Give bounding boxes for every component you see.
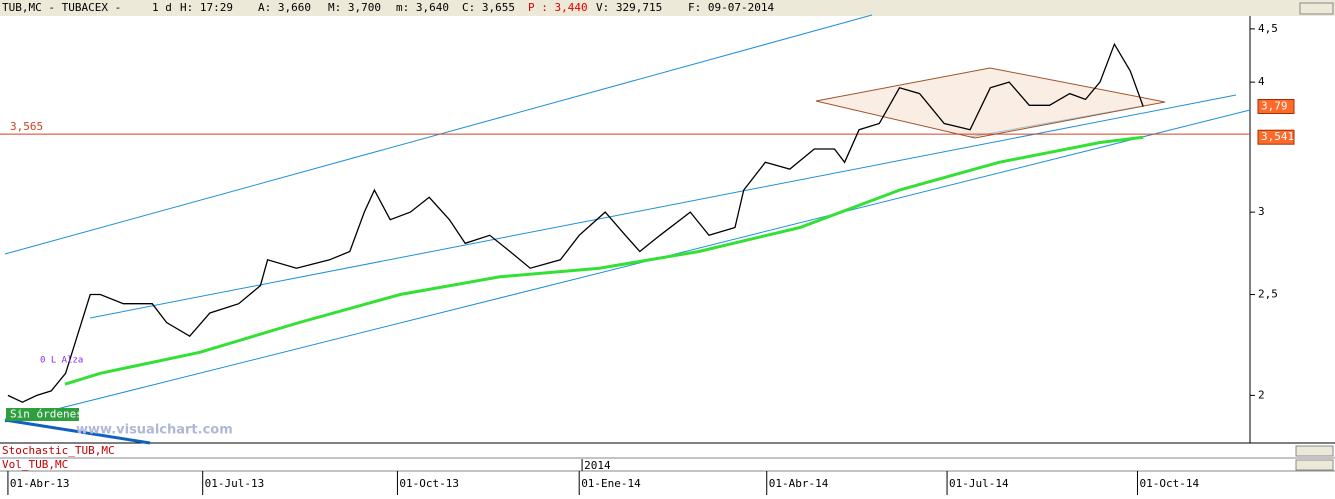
y-tick-label: 2,5 <box>1258 288 1278 301</box>
pane-title: Vol_TUB,MC <box>2 458 68 471</box>
header-time: H: 17:29 <box>180 1 233 14</box>
diamond-pattern <box>815 67 1166 139</box>
y-tick-label: 2 <box>1258 388 1265 401</box>
price-marker-label: 3,79 <box>1261 99 1288 112</box>
header-period: 1 d <box>152 1 172 14</box>
x-tick-label: 01-Abr-13 <box>10 477 70 490</box>
x-tick-label: 01-Oct-14 <box>1139 477 1199 490</box>
window-buttons[interactable] <box>1299 2 1334 15</box>
orders-box <box>6 408 79 421</box>
price-line <box>64 135 1144 386</box>
price-marker <box>1257 98 1295 114</box>
y-tick-label: 3 <box>1258 205 1265 218</box>
x-tick-label: 01-Jul-14 <box>949 477 1009 490</box>
header-symbol: TUB,MC - TUBACEX - <box>2 1 121 14</box>
x-tick-label: 01-Ene-14 <box>581 477 641 490</box>
header-high: M: 3,700 <box>328 1 381 14</box>
year-label: 2014 <box>584 459 611 472</box>
header-prev: P : 3,440 <box>528 1 588 14</box>
pane-title: Stochastic_TUB,MC <box>2 444 115 457</box>
x-tick-label: 01-Abr-14 <box>769 477 829 490</box>
down-line <box>4 418 151 445</box>
y-tick-label: 4,5 <box>1258 22 1278 35</box>
x-tick-label: 01-Oct-13 <box>399 477 459 490</box>
orders-label: Sin órdenes <box>10 408 83 421</box>
header-date: F: 09-07-2014 <box>688 1 774 14</box>
header-volume: V: 329,715 <box>596 1 662 14</box>
price-marker-label: 3,541 <box>1261 130 1294 143</box>
reference-label: 3,565 <box>10 120 43 133</box>
header-open: A: 3,660 <box>258 1 311 14</box>
price-line <box>7 42 1144 403</box>
pane-buttons[interactable] <box>1295 445 1334 457</box>
header-close: C: 3,655 <box>462 1 515 14</box>
price-marker <box>1257 129 1295 145</box>
header-bar <box>0 0 1335 16</box>
watermark: www.visualchart.com <box>76 423 233 438</box>
pane-buttons[interactable] <box>1295 459 1334 471</box>
signal-label: 0 L Alza <box>40 356 83 366</box>
header-low: m: 3,640 <box>396 1 449 14</box>
x-tick-label: 01-Jul-13 <box>205 477 265 490</box>
y-tick-label: 4 <box>1258 75 1265 88</box>
